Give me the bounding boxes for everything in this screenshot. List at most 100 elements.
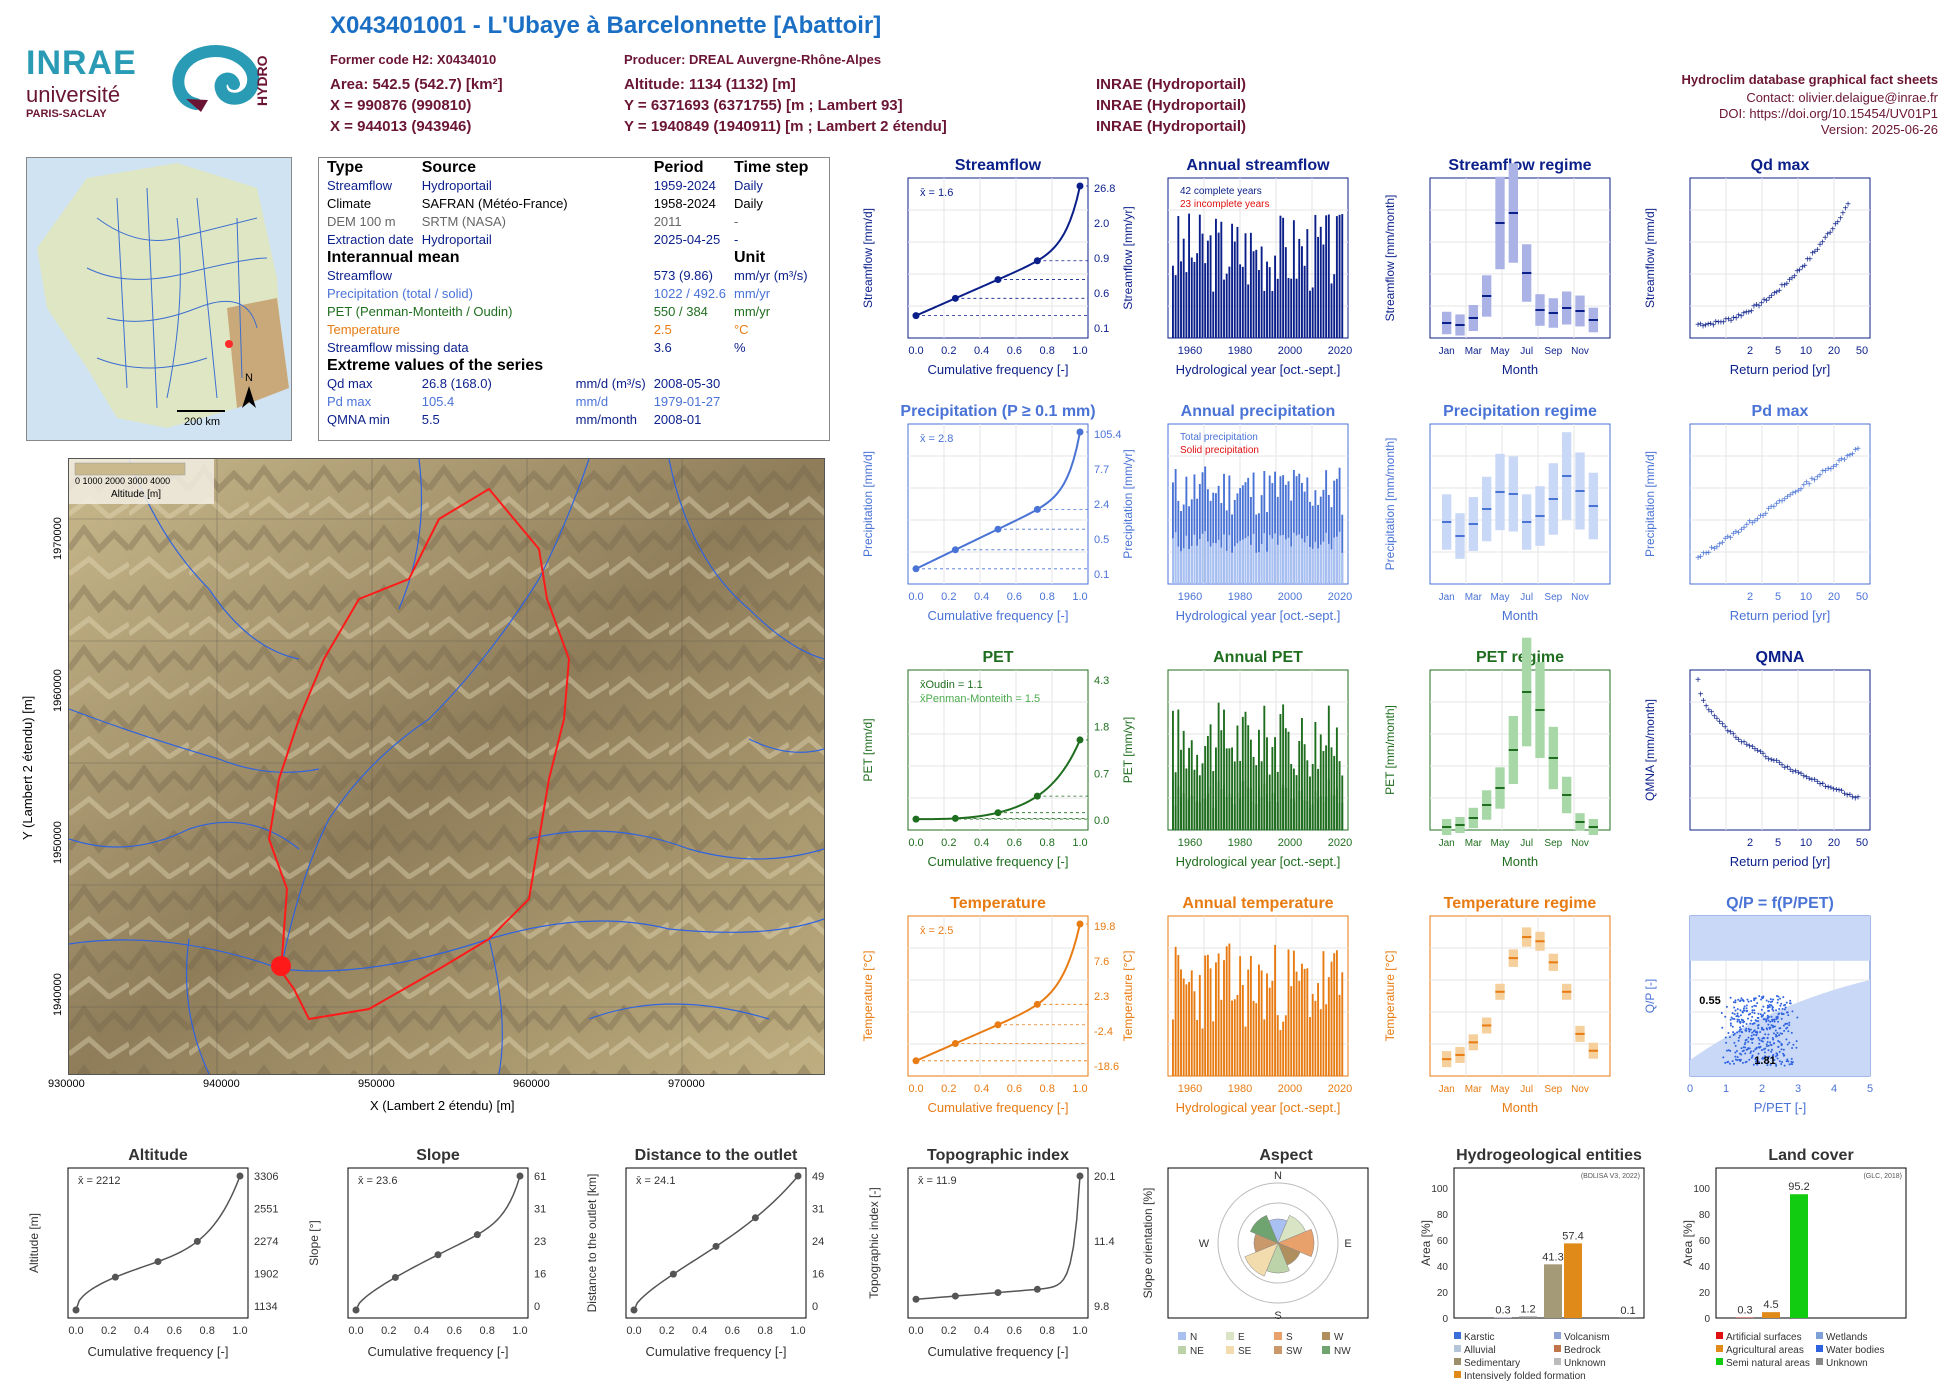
right-tick: 0.6: [1094, 288, 1109, 300]
scatter-point: +: [1827, 228, 1833, 239]
scatter-point: [1771, 1008, 1774, 1011]
scatter-point: [1764, 1055, 1767, 1058]
annual-bar: [1201, 763, 1204, 830]
solid-bar: [1295, 535, 1298, 584]
scatter-point: +: [1782, 763, 1788, 774]
annual-bar: [1204, 955, 1207, 1076]
annual-bar: [1298, 740, 1301, 830]
annual-bar: [1215, 962, 1217, 1076]
scatter-point: +: [1718, 318, 1724, 329]
mean-value: 2.5: [653, 322, 672, 337]
annual-bar: [1327, 705, 1330, 830]
annual-bar: [1241, 485, 1244, 584]
scatter-point: [1758, 1042, 1761, 1045]
scatter-point: +: [1817, 779, 1823, 790]
legend-swatch: [1554, 1345, 1561, 1352]
scatter-point: +: [1798, 769, 1804, 780]
x-tick: 0.6: [1007, 345, 1022, 357]
oudin-bar: [1244, 780, 1247, 830]
scatter-point: +: [1768, 502, 1774, 513]
scatter-point: +: [1736, 528, 1742, 539]
scatter-point: +: [1785, 762, 1791, 773]
solid-bar: [1198, 539, 1201, 584]
scatter-point: +: [1706, 548, 1712, 559]
annual-bar: [1215, 747, 1217, 830]
annual-bar: [1263, 471, 1266, 584]
scatter-point: +: [1782, 280, 1788, 291]
scatter-point: [1778, 1027, 1781, 1030]
annual-bar: [1223, 960, 1225, 1076]
x-tick: 1.0: [1072, 345, 1087, 357]
info-type: Climate: [327, 196, 372, 211]
x-tick: 3: [1795, 1083, 1801, 1095]
scatter-point: +: [1844, 791, 1850, 802]
scatter-point: [1780, 1002, 1783, 1005]
mean-label: x̄ = 2.5: [920, 925, 953, 937]
x-tick: 1960: [1178, 837, 1202, 849]
y-axis-label: Streamflow [mm/d]: [861, 208, 875, 308]
right-tick: 0.0: [1094, 815, 1109, 827]
x-tick: 0.4: [134, 1325, 149, 1337]
scatter-point: [1765, 999, 1768, 1002]
solid-bar: [1206, 541, 1209, 584]
annual-bar: [1217, 232, 1220, 338]
legend-entry: Agricultural areas: [1726, 1345, 1804, 1356]
scatter-point: [1744, 1052, 1747, 1055]
legend-swatch: [1454, 1371, 1461, 1378]
scatter-point: [1781, 1007, 1784, 1010]
solid-bar: [1319, 544, 1322, 584]
annual-bar: [1244, 1026, 1247, 1076]
chart-title: Temperature: [950, 895, 1046, 912]
scatter-point: +: [1741, 523, 1747, 534]
annual-bar: [1180, 969, 1182, 1076]
legend-entry: E: [1238, 1332, 1245, 1343]
annual-bar: [1225, 510, 1228, 584]
scatter-point: +: [1793, 487, 1799, 498]
scatter-point: [1742, 1000, 1745, 1003]
scatter-point: [1753, 999, 1756, 1002]
chart-title: Q/P = f(P/PET): [1726, 895, 1834, 912]
scatter-point: +: [1842, 789, 1848, 800]
annual-bar: [1236, 994, 1239, 1076]
scatter-point: +: [1774, 756, 1780, 767]
scatter-point: [1748, 1028, 1751, 1031]
x-lambert2: X = 944013 (943946): [330, 118, 472, 135]
x-tick: May: [1491, 592, 1510, 603]
scatter-point: +: [1766, 504, 1772, 515]
scatter-point: +: [1771, 502, 1777, 513]
plot-frame: [347, 1167, 529, 1319]
scatter-point: +: [1748, 307, 1754, 318]
scatter-point: +: [1749, 518, 1755, 529]
scatter-point: [1760, 1028, 1763, 1031]
scatter-point: [1731, 1060, 1734, 1063]
page-title: X043401001 - L'Ubaye à Barcelonnette [Ab…: [330, 12, 882, 39]
map-xlabel: X (Lambert 2 étendu) [m]: [370, 1098, 515, 1113]
x-tick: 0.2: [659, 1325, 674, 1337]
x-tick: 0.6: [1007, 591, 1022, 603]
right-tick: 105.4: [1094, 429, 1122, 441]
former-code: Former code H2: X0434010: [330, 52, 497, 67]
map-xtick: 960000: [513, 1078, 550, 1090]
annual-bar: [1284, 728, 1287, 830]
scatter-point: [1749, 1028, 1752, 1031]
quantile-point: [72, 1306, 80, 1314]
annual-bar: [1185, 476, 1188, 584]
oudin-bar: [1225, 796, 1228, 830]
scatter-point: +: [1855, 793, 1861, 804]
annual-bar: [1177, 709, 1180, 830]
annual-bar: [1298, 980, 1301, 1076]
scatter-point: [1743, 1009, 1746, 1012]
scatter-point: [1775, 1018, 1778, 1021]
oudin-bar: [1223, 785, 1225, 830]
annual-bar: [1338, 214, 1341, 338]
annual-bar: [1190, 257, 1193, 338]
scatter-point: [1747, 1000, 1750, 1003]
annual-bar: [1231, 1000, 1234, 1076]
scatter-point: +: [1756, 302, 1762, 313]
solid-bar: [1279, 535, 1282, 584]
annual-bar: [1335, 950, 1338, 1076]
map-xtick: 950000: [358, 1078, 395, 1090]
oudin-bar: [1188, 799, 1191, 830]
x-tick: 0.2: [941, 591, 956, 603]
annual-bar: [1172, 1019, 1174, 1076]
